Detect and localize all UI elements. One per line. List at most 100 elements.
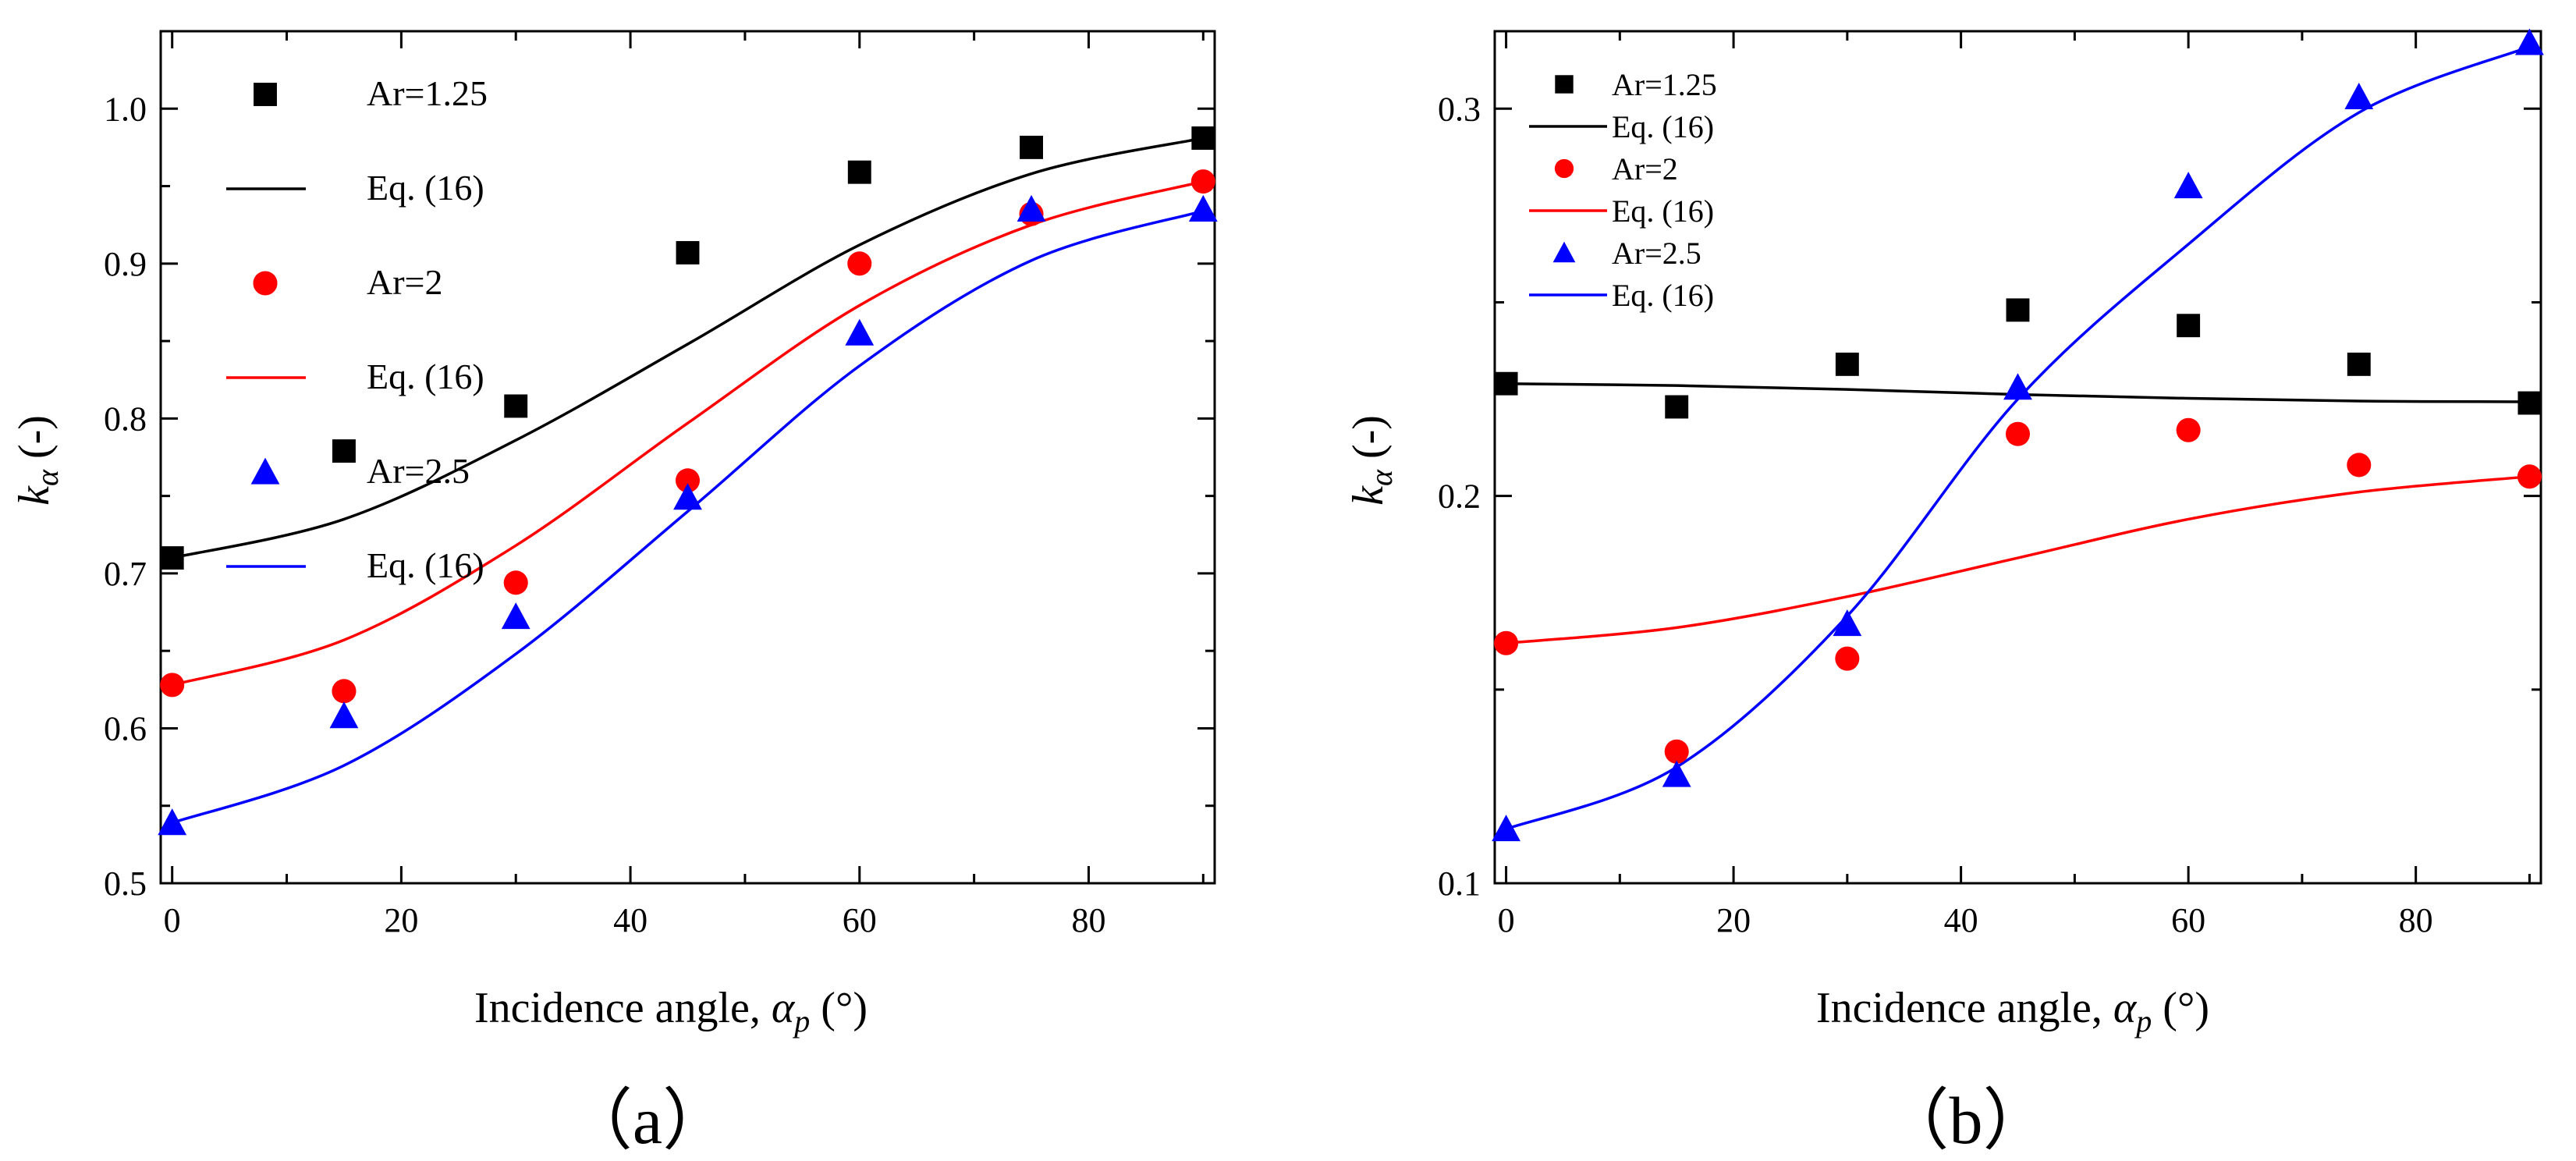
legend-marker xyxy=(254,83,277,106)
legend-label: Ar=2.5 xyxy=(367,451,470,491)
data-point-triangle xyxy=(1492,815,1520,842)
x-tick-label: 60 xyxy=(2171,901,2205,939)
data-point-triangle xyxy=(2515,28,2544,55)
x-axis: 0 20 40 60 80 xyxy=(164,31,1205,939)
data-point-circle xyxy=(1190,169,1215,194)
y-tick-label: 0.5 xyxy=(104,865,147,903)
y-tick-label: 0.6 xyxy=(104,709,147,747)
data-point-square xyxy=(1020,135,1043,159)
fit-curve-line xyxy=(172,137,1204,559)
legend-label: Eq. (16) xyxy=(1612,194,1714,229)
y-tick-label: 0.9 xyxy=(104,245,147,283)
legend-marker xyxy=(250,457,280,485)
panel-label: （a） xyxy=(566,1083,729,1158)
data-point-square xyxy=(1835,352,1859,376)
x-tick-label: 20 xyxy=(384,901,418,939)
fit-curve-line xyxy=(1506,475,2530,644)
data-point-circle xyxy=(160,673,185,698)
x-axis: 0 20 40 60 80 xyxy=(1498,31,2531,939)
data-point-square xyxy=(2517,391,2542,415)
legend-label: Ar=1.25 xyxy=(367,73,488,113)
data-point-triangle xyxy=(1188,194,1218,222)
y-tick-label: 1.0 xyxy=(104,90,147,128)
plot-frame xyxy=(159,30,1216,885)
y-axis-title: kα (-) xyxy=(1344,415,1399,506)
x-axis-title-subscript: p xyxy=(2134,1003,2152,1039)
y-axis-title: kα (-) xyxy=(10,415,65,506)
legend: Ar=1.25 Eq. (16) Ar=2 Eq. (16) Ar=2.5 Eq. (16… xyxy=(1529,67,1717,313)
fit-curve-line xyxy=(172,209,1204,825)
data-point-triangle xyxy=(2173,172,2203,199)
data-point-circle xyxy=(1835,646,1860,671)
x-axis-title-symbol: α xyxy=(772,984,796,1032)
legend-label: Ar=2 xyxy=(367,262,442,302)
data-point-circle xyxy=(503,570,528,595)
data-point-triangle xyxy=(329,701,359,729)
legend: Ar=1.25 Eq. (16) Ar=2 Eq. (16) Ar=2.5 Eq. (16… xyxy=(226,73,488,585)
data-point-triangle xyxy=(158,808,187,836)
data-point-triangle xyxy=(1662,760,1691,787)
y-axis: 0.1 0.2 0.3 xyxy=(1438,90,2541,903)
y-tick-label: 0.8 xyxy=(104,399,147,438)
data-point-square xyxy=(847,160,871,184)
data-point-triangle xyxy=(501,602,530,630)
x-axis-title-unit: (°) xyxy=(810,984,868,1032)
data-point-square xyxy=(676,240,700,265)
x-tick-label: 80 xyxy=(2399,901,2433,939)
data-point-triangle xyxy=(845,318,875,346)
x-axis-title-text: Incidence angle, xyxy=(1816,984,2113,1032)
data-point-circle xyxy=(332,679,357,704)
y-tick-label: 0.2 xyxy=(1438,478,1481,516)
x-tick-label: 60 xyxy=(843,901,877,939)
x-axis-title: Incidence angle, αp (°) xyxy=(474,984,868,1039)
data-point-square xyxy=(2347,352,2371,376)
legend-label: Ar=1.25 xyxy=(1612,67,1717,102)
y-axis-title-subscript: α xyxy=(1364,469,1399,486)
data-point-triangle xyxy=(673,483,702,510)
y-tick-label: 0.3 xyxy=(1438,90,1481,128)
data-point-circle xyxy=(675,468,701,493)
x-axis-title-text: Incidence angle, xyxy=(474,984,772,1032)
legend-label: Eq. (16) xyxy=(367,545,484,585)
x-tick-label: 0 xyxy=(164,901,181,939)
legend-label: Ar=2 xyxy=(1612,151,1678,186)
y-axis-title-symbol: k xyxy=(10,485,59,506)
legend-label: Eq. (16) xyxy=(367,357,484,396)
x-axis-title: Incidence angle, αp (°) xyxy=(1816,984,2209,1039)
legend-label: Eq. (16) xyxy=(1612,109,1714,144)
data-point-square xyxy=(1494,371,1518,396)
data-point-circle xyxy=(1664,739,1689,764)
x-axis-title-subscript: p xyxy=(792,1003,810,1039)
x-tick-label: 80 xyxy=(1071,901,1105,939)
legend-label: Ar=2.5 xyxy=(1612,236,1701,271)
y-tick-label: 0.1 xyxy=(1438,865,1481,903)
data-point-circle xyxy=(2176,417,2201,442)
data-point-square xyxy=(504,394,528,418)
panel-label: （b） xyxy=(1882,1083,2050,1158)
y-axis-title-suffix: (-) xyxy=(1344,415,1393,470)
data-point-triangle xyxy=(1017,194,1046,222)
y-axis-title-suffix: (-) xyxy=(10,415,59,470)
x-tick-label: 40 xyxy=(1944,901,1978,939)
legend-marker xyxy=(1552,241,1576,263)
y-tick-label: 0.7 xyxy=(104,555,147,593)
data-point-triangle xyxy=(2003,373,2032,400)
x-tick-label: 20 xyxy=(1716,901,1751,939)
data-point-circle xyxy=(2347,453,2372,478)
y-axis: 0.5 0.6 0.7 0.8 0.9 1.0 xyxy=(104,90,1215,903)
chart-panel-b: 0 20 40 60 80 0.1 0.2 0.3 Ar=1.25 Eq. (16) Ar=2 Eq.… xyxy=(1344,28,2544,1158)
legend-label: Eq. (16) xyxy=(1612,278,1714,313)
chart-panel-a: 0 20 40 60 80 0.5 0.6 0.7 0.8 0.9 1.0 Ar=1.25 Eq. (1… xyxy=(10,30,1218,1158)
data-point-square xyxy=(332,439,356,463)
data-point-circle xyxy=(847,251,872,276)
data-point-square xyxy=(2177,314,2201,338)
data-point-square xyxy=(2006,298,2030,322)
x-tick-label: 40 xyxy=(613,901,648,939)
y-axis-title-subscript: α xyxy=(30,469,65,486)
data-point-circle xyxy=(2005,421,2031,446)
legend-marker xyxy=(1554,158,1574,179)
legend-marker xyxy=(253,271,278,296)
x-tick-label: 0 xyxy=(1498,901,1515,939)
y-axis-title-symbol: k xyxy=(1344,485,1393,506)
